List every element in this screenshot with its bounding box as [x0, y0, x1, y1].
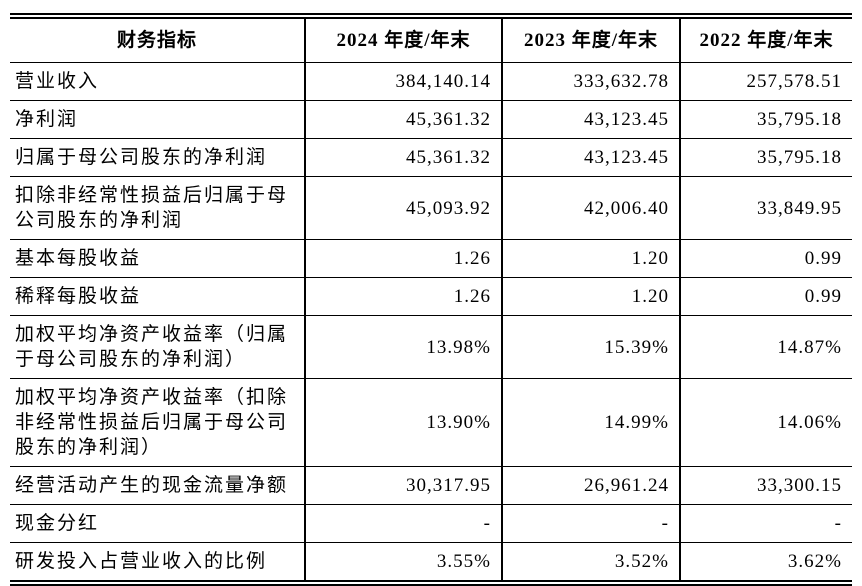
cell-value-2022: - [680, 504, 852, 543]
cell-value-2022: 0.99 [680, 239, 852, 278]
table-row-operating-cash-flow: 经营活动产生的现金流量净额 30,317.95 26,961.24 33,300… [10, 466, 852, 505]
cell-value-2024: 13.90% [305, 378, 503, 467]
cell-value-2022: 3.62% [787, 551, 842, 572]
table-row-cash-dividend: 现金分红 - - - [10, 504, 852, 543]
row-label: 扣除非经常性损益后归属于母公司股东的净利润 [10, 176, 306, 240]
cell-value-2023: 26,961.24 [502, 466, 681, 505]
cell-value-2024: 30,317.95 [305, 466, 503, 505]
table-row-net-profit-parent: 归属于母公司股东的净利润 45,361.32 43,123.45 35,795.… [10, 138, 852, 177]
table-row-net-profit: 净利润 45,361.32 43,123.45 35,795.18 [10, 100, 852, 139]
table-row-diluted-eps: 稀释每股收益 1.26 1.20 0.99 [10, 277, 852, 316]
cell-value-2023: 333,632.78 [502, 62, 681, 101]
cell-value-2023: - [502, 504, 681, 543]
header-cell-2023: 2023 年度/年末 [502, 19, 681, 63]
header-cell-2024: 2024 年度/年末 [305, 19, 503, 63]
table-row-basic-eps: 基本每股收益 1.26 1.20 0.99 [10, 239, 852, 278]
cell-value-2022: 35,795.18 [680, 100, 852, 139]
row-label: 经营活动产生的现金流量净额 [10, 466, 306, 505]
row-label: 基本每股收益 [10, 239, 306, 278]
cell-value-2022: 14.87% [680, 315, 852, 379]
cell-value-2024: 45,361.32 [305, 100, 503, 139]
table-row-net-profit-excl-nonrecurring: 扣除非经常性损益后归属于母公司股东的净利润 45,093.92 42,006.4… [10, 176, 852, 240]
cell-value-2024: 45,093.92 [305, 176, 503, 240]
financial-indicators-table: 财务指标 2024 年度/年末 2023 年度/年末 2022 年度/年末 营业… [10, 13, 852, 586]
table-row-weighted-roe: 加权平均净资产收益率（归属于母公司股东的净利润） 13.98% 15.39% 1… [10, 315, 852, 379]
cell-value-2024: 1.26 [305, 239, 503, 278]
cell-value-2024: - [305, 504, 503, 543]
cell-value-2023: 3.52% [502, 542, 681, 580]
cell-value-2023: 43,123.45 [502, 100, 681, 139]
financial-table: 财务指标 2024 年度/年末 2023 年度/年末 2022 年度/年末 营业… [10, 19, 852, 580]
cell-value-2022: 257,578.51 [680, 62, 852, 101]
cell-value-2023: 1.20 [502, 277, 681, 316]
table-header-row: 财务指标 2024 年度/年末 2023 年度/年末 2022 年度/年末 [10, 19, 852, 63]
row-label: 净利润 [10, 100, 306, 139]
row-label: 加权平均净资产收益率（扣除非经常性损益后归属于母公司股东的净利润） [10, 378, 306, 467]
cell-value-2022: 33,849.95 [680, 176, 852, 240]
row-label: 稀释每股收益 [10, 277, 306, 316]
table-row-weighted-roe-excl-nonrecurring: 加权平均净资产收益率（扣除非经常性损益后归属于母公司股东的净利润） 13.90%… [10, 378, 852, 467]
header-cell-2022: 2022 年度/年末 [680, 19, 852, 63]
table-row-operating-revenue: 营业收入 384,140.14 333,632.78 257,578.51 [10, 62, 852, 101]
cell-value-2024: 1.26 [305, 277, 503, 316]
cell-value-2024: 384,140.14 [305, 62, 503, 101]
cell-value-2022: 0.99 [680, 277, 852, 316]
header-cell-indicator: 财务指标 [10, 19, 306, 63]
row-label: 营业收入 [10, 62, 306, 101]
table-row-rd-expense-ratio: 研发投入占营业收入的比例 3.55% 3.52% 3.62% [10, 542, 852, 580]
row-label: 现金分红 [10, 504, 306, 543]
cell-value-2022: 33,300.15 [680, 466, 852, 505]
cell-value-2023: 15.39% [502, 315, 681, 379]
cell-value-2023: 43,123.45 [502, 138, 681, 177]
cell-value-2024: 13.98% [305, 315, 503, 379]
row-label: 研发投入占营业收入的比例 [10, 542, 306, 580]
cell-value-2023: 42,006.40 [502, 176, 681, 240]
row-label: 归属于母公司股东的净利润 [10, 138, 306, 177]
cell-value-2023: 14.99% [502, 378, 681, 467]
row-label: 加权平均净资产收益率（归属于母公司股东的净利润） [10, 315, 306, 379]
cell-value-2022: 35,795.18 [680, 138, 852, 177]
cell-value-2024: 3.55% [305, 542, 503, 580]
cell-value-2023: 1.20 [502, 239, 681, 278]
cell-value-2024: 45,361.32 [305, 138, 503, 177]
cell-value-2022: 14.06% [680, 378, 852, 467]
